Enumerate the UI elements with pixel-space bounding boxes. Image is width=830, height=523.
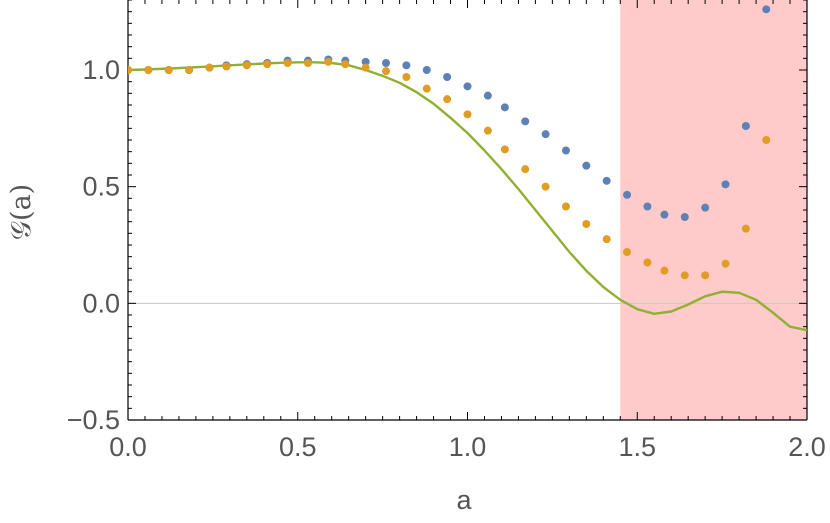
axis-ticks: [127, 0, 808, 421]
series-1-point: [361, 57, 370, 66]
series-2-point: [680, 271, 689, 280]
series-1-point: [463, 82, 472, 91]
series-2-point: [205, 63, 214, 72]
x-tick-label: 2.0: [788, 432, 826, 462]
series-1-point: [561, 146, 570, 155]
series-2-point: [382, 67, 391, 76]
series-1-point: [762, 5, 771, 14]
series-1-point: [382, 59, 391, 67]
y-tick-label: 0.5: [82, 172, 120, 202]
series-2-point: [500, 145, 509, 154]
series-2-point: [128, 66, 132, 74]
y-axis-label: 𝒢(a): [6, 184, 37, 240]
x-axis-label: a: [456, 485, 472, 515]
series-2-point: [483, 126, 492, 135]
series-2-point: [701, 271, 710, 280]
x-tick-label: 1.0: [449, 432, 487, 462]
x-tick-label: 0.5: [279, 432, 317, 462]
series-2-point: [341, 60, 350, 69]
tick-labels: 0.0 0.5 1.0 1.5 2.0−0.50.00.51.0: [67, 55, 826, 462]
y-tick-label: 1.0: [82, 55, 120, 85]
series-1-point: [521, 117, 530, 126]
series-2-point: [242, 61, 251, 70]
series-1-point: [680, 213, 689, 221]
x-tick-label: 1.5: [618, 432, 656, 462]
series-2-point: [741, 224, 750, 233]
series-1-point: [623, 190, 632, 199]
series-2-point: [602, 235, 611, 244]
series-1-point: [541, 130, 550, 139]
series-2-point: [283, 59, 292, 67]
series-2-point: [443, 95, 452, 104]
series-2-point: [303, 59, 312, 67]
series-1-point: [701, 203, 710, 212]
y-tick-label: −0.5: [67, 405, 120, 435]
series-2-point: [660, 266, 669, 275]
series-2-point: [263, 60, 272, 69]
series-1-point: [500, 103, 509, 112]
shaded-region-layer: [620, 0, 807, 420]
series-2-point: [361, 63, 370, 72]
series-2-point: [762, 136, 771, 144]
series-1-point: [422, 66, 431, 74]
shaded-region: [620, 0, 807, 420]
series-1-point: [602, 176, 611, 185]
series-2-point: [422, 84, 431, 93]
series-2-point: [521, 165, 530, 174]
series-2-point: [324, 57, 333, 66]
series-1-point: [443, 73, 452, 81]
series-2-point: [541, 182, 550, 191]
series-1-point: [643, 202, 652, 211]
series-1-point: [660, 210, 669, 219]
series-layer: [128, 5, 807, 332]
series-1-point: [402, 61, 411, 70]
y-tick-label: 0.0: [82, 288, 120, 318]
series-1-point: [582, 161, 591, 170]
series-line: [128, 61, 807, 332]
series-2-point: [561, 202, 570, 211]
series-1-point: [721, 180, 730, 189]
series-1-point: [741, 122, 750, 130]
series-2-point: [222, 62, 231, 71]
series-2-point: [623, 248, 632, 256]
x-tick-label: 0.0: [109, 432, 147, 462]
series-2-point: [463, 110, 472, 119]
series-2-point: [164, 66, 173, 74]
series-2-point: [402, 73, 411, 81]
series-2-point: [721, 259, 730, 268]
series-2-point: [582, 220, 591, 228]
series-1-point: [483, 91, 492, 100]
series-2-point: [144, 66, 153, 74]
series-2-point: [643, 258, 652, 267]
series-2-point: [185, 66, 194, 74]
